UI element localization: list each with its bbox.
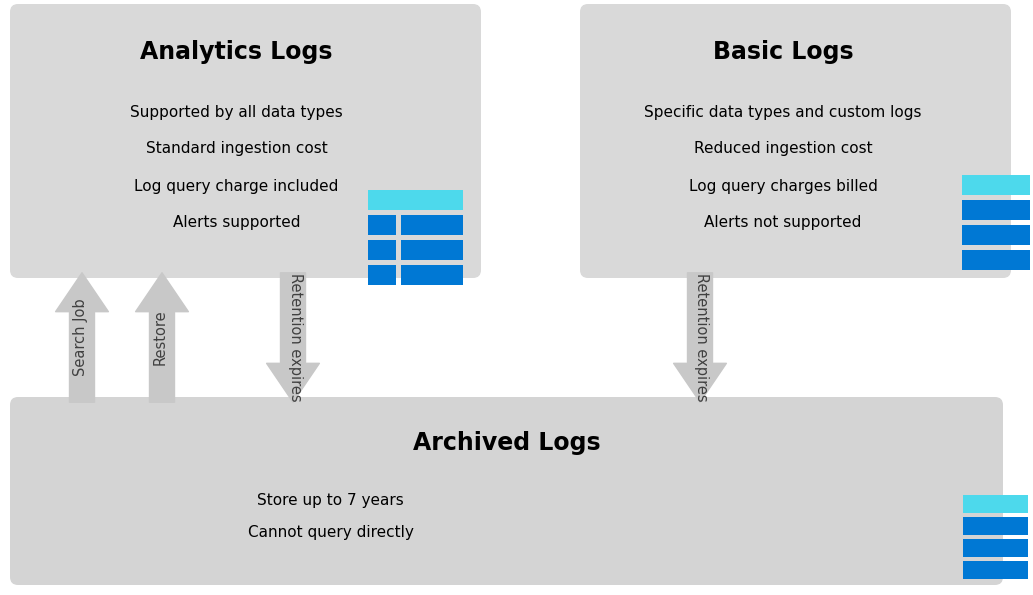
FancyBboxPatch shape <box>580 4 1011 278</box>
Text: Basic Logs: Basic Logs <box>713 40 853 64</box>
FancyBboxPatch shape <box>10 397 1003 585</box>
Text: Alerts not supported: Alerts not supported <box>705 215 862 230</box>
Bar <box>963 517 1028 535</box>
Bar <box>963 495 1028 513</box>
Bar <box>963 561 1028 579</box>
Bar <box>962 225 1030 245</box>
Text: Archived Logs: Archived Logs <box>413 431 600 455</box>
Bar <box>368 190 463 210</box>
FancyArrowPatch shape <box>674 273 726 402</box>
Bar <box>401 240 463 260</box>
Bar <box>962 200 1030 220</box>
Bar <box>962 250 1030 270</box>
Text: Cannot query directly: Cannot query directly <box>248 525 413 540</box>
Text: Retention expires: Retention expires <box>287 273 303 402</box>
Text: Retention expires: Retention expires <box>694 273 710 402</box>
Bar <box>368 265 396 285</box>
Text: Log query charge included: Log query charge included <box>134 178 339 193</box>
Bar <box>401 265 463 285</box>
Text: Standard ingestion cost: Standard ingestion cost <box>146 142 327 156</box>
Text: Specific data types and custom logs: Specific data types and custom logs <box>645 105 921 120</box>
Text: Reduced ingestion cost: Reduced ingestion cost <box>694 142 872 156</box>
Bar <box>401 215 463 235</box>
Bar <box>962 175 1030 195</box>
Text: Restore: Restore <box>153 309 167 365</box>
Text: Alerts supported: Alerts supported <box>173 215 301 230</box>
Text: Store up to 7 years: Store up to 7 years <box>257 493 404 508</box>
Text: Supported by all data types: Supported by all data types <box>130 105 343 120</box>
FancyArrowPatch shape <box>135 273 188 402</box>
Text: Search Job: Search Job <box>72 299 88 376</box>
Text: Analytics Logs: Analytics Logs <box>140 40 333 64</box>
FancyArrowPatch shape <box>56 273 108 402</box>
FancyBboxPatch shape <box>10 4 481 278</box>
Bar <box>963 539 1028 557</box>
Text: Log query charges billed: Log query charges billed <box>689 178 877 193</box>
Bar <box>368 240 396 260</box>
Bar <box>368 215 396 235</box>
FancyArrowPatch shape <box>267 273 319 402</box>
